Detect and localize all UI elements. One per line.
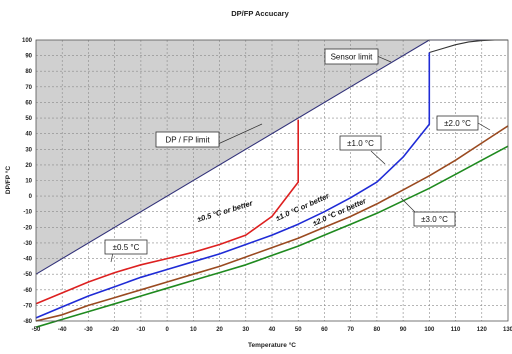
y-tick-label: -80 bbox=[23, 319, 32, 325]
y-tick-label: 30 bbox=[25, 147, 32, 153]
dp-fp-limit-label: DP / FP limit bbox=[165, 136, 210, 145]
acc-3-0-box: ±3.0 °C bbox=[413, 211, 456, 227]
chart-title: DP/FP Accucary bbox=[231, 9, 289, 18]
y-tick-label: -10 bbox=[23, 210, 32, 216]
accuracy-1-0-line bbox=[35, 52, 431, 319]
plot-frame bbox=[35, 39, 509, 322]
y-tick-label: 60 bbox=[25, 100, 32, 106]
y-tick-label: 90 bbox=[25, 54, 32, 60]
accuracy-0-5-line bbox=[35, 119, 300, 305]
x-axis-label: Temperature °C bbox=[248, 341, 296, 349]
y-tick-label: 10 bbox=[25, 179, 32, 185]
x-tick-label: -30 bbox=[84, 327, 93, 333]
sensor-limit-box: Sensor limit bbox=[324, 48, 379, 65]
y-tick-labels: 1009080706050403020100-10-20-30-40-50-60… bbox=[22, 38, 33, 325]
accuracy-2-0-line bbox=[35, 125, 509, 322]
x-tick-labels: -50 -40 -30 -20 -10 0 10 20 30 40 50 60 70 80 90 100 110… bbox=[32, 327, 512, 333]
y-tick-label: 100 bbox=[22, 38, 33, 44]
x-tick-label: 30 bbox=[242, 327, 249, 333]
acc-2-0-pointer bbox=[477, 122, 491, 131]
x-tick-label: -20 bbox=[110, 327, 119, 333]
acc-0-5-box: ±0.5 °C bbox=[104, 239, 148, 255]
y-tick-label: -50 bbox=[23, 272, 32, 278]
y-tick-label: 0 bbox=[29, 194, 33, 200]
x-tick-label: -10 bbox=[137, 327, 146, 333]
y-axis-label: DP/FP °C bbox=[4, 166, 12, 194]
y-tick-label: 20 bbox=[25, 163, 32, 169]
acc-3-0-pointer bbox=[400, 197, 416, 213]
acc-0-5-label: ±0.5 °C bbox=[113, 243, 140, 252]
x-tick-label: 90 bbox=[400, 327, 407, 333]
y-tick-label: 80 bbox=[25, 69, 32, 75]
x-tick-label: 40 bbox=[269, 327, 276, 333]
dp-fp-limit-pointer bbox=[217, 123, 263, 145]
acc-1-0-pointer bbox=[370, 150, 386, 165]
dp-fp-limit-shaded-region bbox=[36, 40, 508, 275]
x-tick-label: 20 bbox=[216, 327, 223, 333]
y-tick-label: -30 bbox=[23, 241, 32, 247]
x-tick-label: 0 bbox=[165, 327, 169, 333]
x-tick-label: 70 bbox=[347, 327, 354, 333]
x-tick-label: 60 bbox=[321, 327, 328, 333]
y-tick-label: 70 bbox=[25, 85, 32, 91]
x-tick-label: 110 bbox=[451, 327, 461, 333]
dp-fp-limit-box: DP / FP limit bbox=[155, 131, 220, 148]
acc-2-0-box: ±2.0 °C bbox=[436, 115, 479, 131]
x-tick-label: 120 bbox=[477, 327, 488, 333]
y-tick-label: -70 bbox=[23, 303, 32, 309]
y-tick-label: -60 bbox=[23, 288, 32, 294]
acc-1-0-box: ±1.0 °C bbox=[339, 135, 382, 151]
sensor-limit-pointer bbox=[376, 55, 392, 63]
x-tick-label: 130 bbox=[503, 327, 512, 333]
y-tick-label: -40 bbox=[23, 257, 32, 263]
x-tick-label: -40 bbox=[58, 327, 67, 333]
x-tick-label: 80 bbox=[374, 327, 381, 333]
sensor-limit-label: Sensor limit bbox=[331, 53, 374, 62]
acc-3-0-label: ±3.0 °C bbox=[421, 215, 448, 224]
acc-1-0-label: ±1.0 °C bbox=[347, 139, 374, 148]
x-tick-label: 10 bbox=[190, 327, 197, 333]
x-tick-label: 50 bbox=[295, 327, 302, 333]
accuracy-3-0-line bbox=[35, 145, 509, 328]
y-tick-label: 50 bbox=[25, 116, 32, 122]
y-tick-label: 40 bbox=[25, 132, 32, 138]
acc-2-0-label: ±2.0 °C bbox=[444, 119, 471, 128]
x-tick-label: -50 bbox=[32, 327, 41, 333]
x-tick-label: 100 bbox=[424, 327, 435, 333]
y-tick-label: -20 bbox=[23, 225, 32, 231]
